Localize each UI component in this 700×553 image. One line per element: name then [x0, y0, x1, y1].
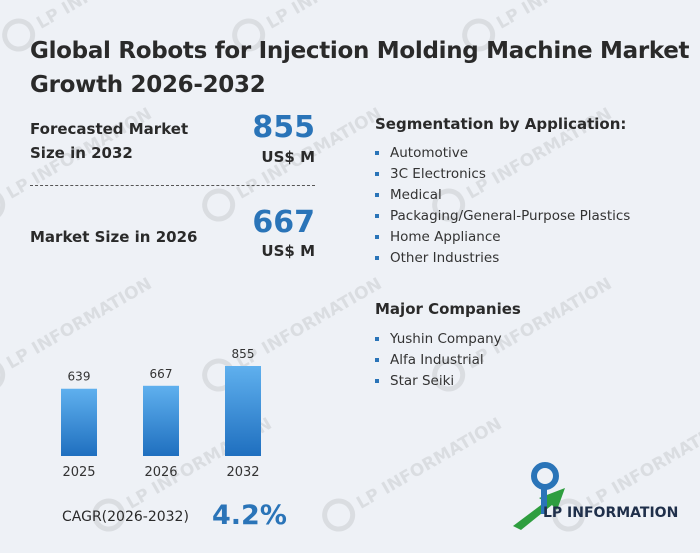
- list-item: Yushin Company: [375, 329, 502, 350]
- data-label: 667: [150, 367, 173, 381]
- list-item: 3C Electronics: [375, 164, 630, 185]
- logo-text: LP INFORMATION: [543, 505, 679, 521]
- lp-logo: [513, 462, 565, 530]
- bullet-icon: [375, 214, 379, 218]
- data-label: 855: [232, 347, 255, 361]
- tick-label: 2025: [62, 465, 95, 480]
- bullet-icon: [375, 379, 379, 383]
- forecast-value: 855: [252, 110, 315, 145]
- list-item: Automotive: [375, 143, 630, 164]
- list-item: Alfa Industrial: [375, 350, 502, 371]
- bar-2032: [225, 366, 261, 456]
- companies-heading: Major Companies: [375, 300, 521, 318]
- list-item: Packaging/General-Purpose Plastics: [375, 206, 630, 227]
- bullet-icon: [375, 151, 379, 155]
- bullet-icon: [375, 172, 379, 176]
- svg-text:LP INFORMATION: LP INFORMATION: [263, 0, 415, 34]
- bar-2026: [143, 385, 179, 456]
- current-unit: US$ M: [261, 242, 315, 260]
- segmentation-heading: Segmentation by Application:: [375, 115, 627, 133]
- bar-chart: 639 2025 667 2026 855 2032: [61, 347, 261, 480]
- bullet-icon: [375, 337, 379, 341]
- bullet-icon: [375, 193, 379, 197]
- tick-label: 2032: [226, 465, 259, 480]
- list-item: Star Seiki: [375, 371, 502, 392]
- companies-list: Yushin Company Alfa Industrial Star Seik…: [375, 329, 502, 392]
- current-value: 667: [252, 205, 315, 240]
- watermark-mark: LP INFORMATION: [322, 414, 505, 532]
- tick-label: 2026: [144, 465, 177, 480]
- page-title: Global Robots for Injection Molding Mach…: [30, 38, 690, 98]
- svg-text:LP INFORMATION: LP INFORMATION: [33, 0, 185, 34]
- stats-divider: [30, 185, 315, 186]
- list-item: Other Industries: [375, 248, 630, 269]
- svg-text:LP INFORMATION: LP INFORMATION: [493, 0, 645, 34]
- bullet-icon: [375, 358, 379, 362]
- forecast-label-line1: Forecasted Market: [30, 120, 189, 138]
- bar-2025: [61, 388, 97, 456]
- svg-text:LP INFORMATION: LP INFORMATION: [353, 414, 505, 513]
- cagr-value: 4.2%: [212, 500, 287, 531]
- forecast-unit: US$ M: [261, 148, 315, 166]
- cagr-label: CAGR(2026-2032): [62, 509, 189, 525]
- bullet-icon: [375, 235, 379, 239]
- forecast-label: Forecasted Market Size in 2032: [30, 117, 188, 165]
- segmentation-list: Automotive 3C Electronics Medical Packag…: [375, 143, 630, 269]
- list-item: Home Appliance: [375, 227, 630, 248]
- bullet-icon: [375, 256, 379, 260]
- list-item: Medical: [375, 185, 630, 206]
- current-label: Market Size in 2026: [30, 228, 198, 246]
- forecast-label-line2: Size in 2032: [30, 144, 133, 162]
- data-label: 639: [68, 370, 91, 384]
